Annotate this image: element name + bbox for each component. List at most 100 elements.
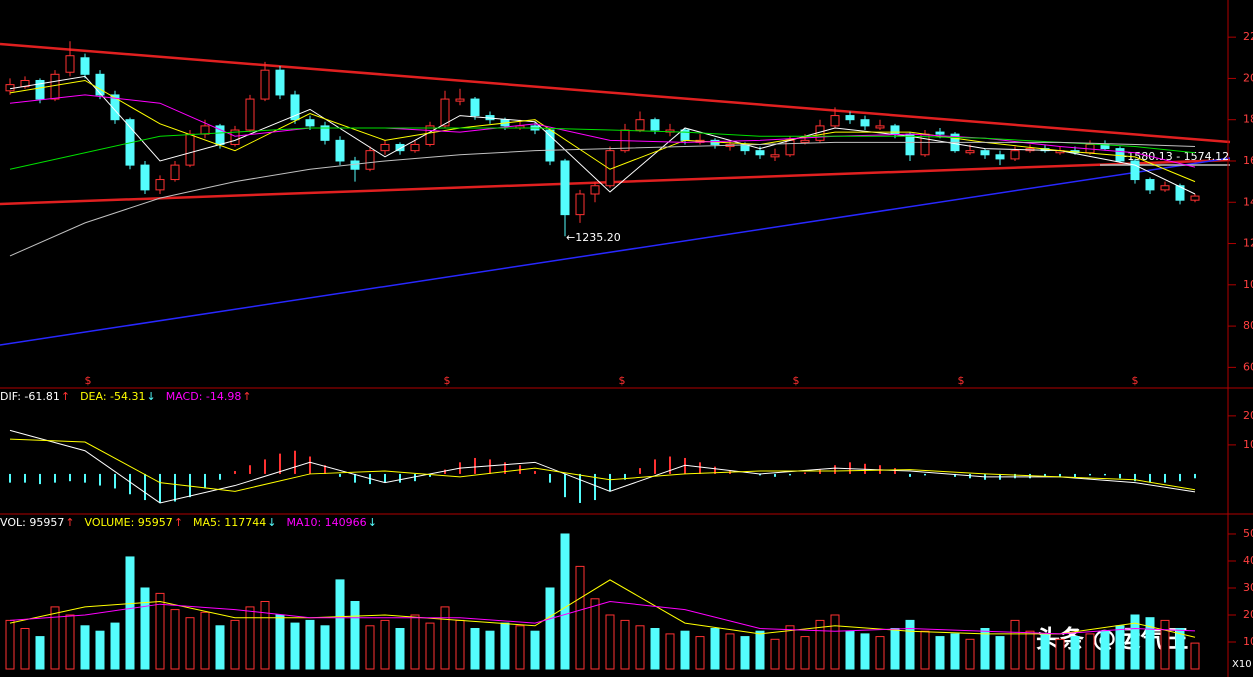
volume-ma10 bbox=[9, 600, 1196, 635]
volume-bar bbox=[1010, 619, 1020, 670]
y-tick-label: 1400 bbox=[1243, 195, 1253, 208]
volume-bar bbox=[1070, 636, 1080, 670]
indicator-arrow: ↑ bbox=[65, 516, 74, 529]
moving-average bbox=[9, 127, 1196, 170]
volume-bar bbox=[230, 619, 240, 670]
volume-bar bbox=[560, 533, 570, 670]
volume-bar bbox=[455, 619, 465, 670]
moving-average bbox=[9, 79, 1196, 183]
volume-bar bbox=[800, 636, 810, 670]
candle-body bbox=[830, 115, 840, 127]
volume-bar bbox=[1025, 630, 1035, 670]
volume-bar bbox=[35, 636, 45, 670]
candle-body bbox=[845, 115, 855, 121]
y-tick-label: 200 bbox=[1243, 409, 1253, 422]
volume-bar bbox=[1100, 630, 1110, 670]
candle-body bbox=[245, 98, 255, 131]
y-tick-label: 10 bbox=[1243, 635, 1253, 648]
volume-bar bbox=[530, 630, 540, 670]
y-tick-label: 100 bbox=[1243, 438, 1253, 451]
indicator-arrow: ↑ bbox=[61, 390, 70, 403]
candle-body bbox=[305, 119, 315, 127]
volume-bar bbox=[605, 614, 615, 670]
candle-body bbox=[140, 164, 150, 191]
candle-body bbox=[785, 139, 795, 156]
volume-bar bbox=[65, 614, 75, 670]
volume-bar bbox=[260, 600, 270, 670]
volume-bar bbox=[350, 600, 360, 670]
candle-body bbox=[770, 154, 780, 158]
volume-bar bbox=[845, 630, 855, 670]
volume-bar bbox=[1130, 614, 1140, 670]
trend-lines bbox=[0, 42, 1231, 346]
volume-bar bbox=[275, 614, 285, 670]
marker: $ bbox=[619, 374, 626, 387]
volume-bar bbox=[1115, 625, 1125, 670]
volume-bar bbox=[485, 630, 495, 670]
volume-bar bbox=[5, 619, 15, 670]
volume-bar bbox=[725, 633, 735, 670]
candle-body bbox=[230, 129, 240, 145]
candle-body bbox=[35, 79, 45, 100]
y-tick-label: 1600 bbox=[1243, 154, 1253, 167]
candle-body bbox=[440, 98, 450, 127]
volume-bar bbox=[815, 619, 825, 670]
volume-bar bbox=[710, 627, 720, 670]
volume-bar bbox=[680, 630, 690, 670]
volume-bar bbox=[545, 587, 555, 670]
volume-bar bbox=[185, 617, 195, 670]
volume-bar bbox=[410, 614, 420, 670]
moving-average bbox=[9, 94, 1196, 168]
dif-line bbox=[9, 429, 1196, 504]
volume-bar bbox=[155, 592, 165, 670]
volume-bar bbox=[575, 565, 585, 670]
candle-body bbox=[920, 133, 930, 156]
volume-bar bbox=[20, 627, 30, 670]
dea-line bbox=[9, 438, 1196, 492]
volume-bar bbox=[1145, 617, 1155, 670]
indicator-arrow: ↓ bbox=[368, 516, 377, 529]
indicator-arrow: ↓ bbox=[267, 516, 276, 529]
support-line bbox=[0, 157, 1231, 346]
candle-body bbox=[275, 69, 285, 96]
volume-bar bbox=[50, 606, 60, 670]
volume-bar bbox=[635, 625, 645, 670]
candle-body bbox=[1190, 195, 1200, 201]
indicator-label: MA10: 140966 bbox=[286, 516, 366, 529]
candle-body bbox=[65, 55, 75, 73]
volume-bar bbox=[365, 625, 375, 670]
volume-bar bbox=[920, 630, 930, 670]
y-tick-label: 2200 bbox=[1243, 30, 1253, 43]
volume-bar bbox=[755, 630, 765, 670]
candle-body bbox=[425, 125, 435, 145]
volume-bar bbox=[890, 627, 900, 670]
volume-bar bbox=[170, 609, 180, 670]
y-tick-label: 1200 bbox=[1243, 237, 1253, 250]
candle-body bbox=[260, 69, 270, 100]
marker: $ bbox=[793, 374, 800, 387]
volume-bar bbox=[1085, 633, 1095, 670]
candle-body bbox=[1130, 160, 1140, 181]
candle-body bbox=[995, 154, 1005, 160]
volume-bar bbox=[290, 622, 300, 670]
volume-bar bbox=[215, 625, 225, 670]
volume-bar bbox=[305, 619, 315, 670]
candle-body bbox=[320, 125, 330, 141]
volume-bar bbox=[590, 598, 600, 670]
volume-bar bbox=[470, 627, 480, 670]
candle-body bbox=[365, 150, 375, 170]
candle-body bbox=[395, 143, 405, 152]
candle-body bbox=[1010, 150, 1020, 160]
volume-bar bbox=[140, 587, 150, 670]
volume-bar bbox=[110, 622, 120, 670]
volume-bar bbox=[245, 606, 255, 670]
marker: $ bbox=[958, 374, 965, 387]
volume-bar bbox=[380, 619, 390, 670]
volume-bar bbox=[425, 622, 435, 670]
candle-body bbox=[635, 119, 645, 131]
volume-bar bbox=[620, 619, 630, 670]
volume-bar bbox=[770, 638, 780, 670]
volume-bar bbox=[1055, 638, 1065, 670]
indicator-arrow: ↑ bbox=[174, 516, 183, 529]
